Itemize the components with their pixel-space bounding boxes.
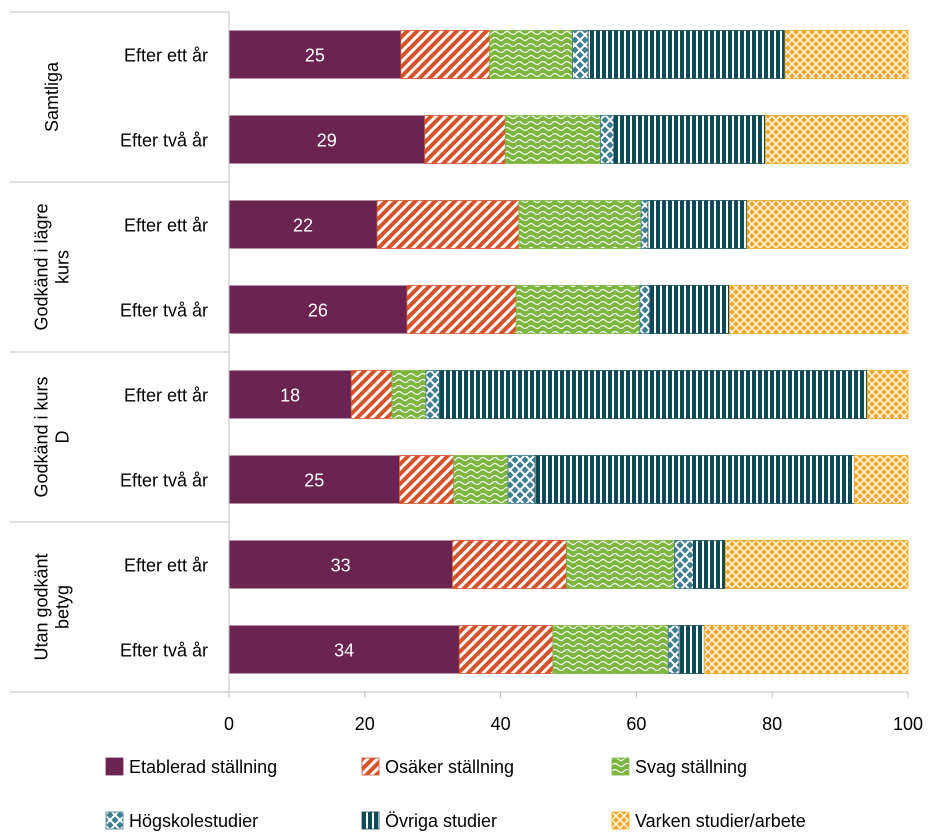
bar-segment	[765, 115, 908, 164]
bar-segment	[406, 285, 517, 334]
bar-segment	[391, 370, 426, 419]
x-tick-label: 20	[355, 714, 375, 734]
bar-segment	[424, 115, 506, 164]
bar-segment	[489, 30, 573, 79]
group-label: Godkänd i kursD	[32, 376, 73, 497]
bar-segment	[229, 370, 352, 419]
bar-segment-outline	[703, 625, 909, 674]
bar-segment	[439, 370, 868, 419]
bar-segment	[229, 30, 401, 79]
bar-segment	[679, 625, 705, 674]
row-label: Efter ett år	[124, 46, 208, 66]
data-label: 18	[280, 386, 300, 406]
bar-segment	[516, 285, 640, 334]
bar-segment	[229, 200, 378, 249]
legend: Etablerad ställning Osäker ställning Svag …	[105, 757, 806, 831]
data-label: 33	[331, 556, 351, 576]
bar-segment	[747, 200, 908, 249]
group-label: Utan godkäntbetyg	[32, 553, 73, 660]
bar-segment	[785, 30, 908, 79]
x-axis: 0 20 40 60 80 100	[224, 12, 923, 734]
bar-segment	[600, 115, 614, 164]
legend-swatch	[105, 757, 124, 776]
bar-segment-outline	[853, 455, 909, 504]
bar-segment	[704, 625, 908, 674]
bar-segment	[854, 455, 908, 504]
legend-label: Högskolestudier	[129, 811, 258, 831]
y-axis-labels: Efter ett år Efter två år Samtliga Efter et…	[10, 11, 229, 693]
row-label: Efter ett år	[124, 386, 208, 406]
bar-segment	[535, 455, 855, 504]
row-label: Efter två år	[120, 641, 208, 661]
x-tick-label: 100	[893, 714, 923, 734]
legend-swatch	[611, 757, 630, 776]
bar-segment	[453, 455, 509, 504]
bar-segment	[729, 285, 908, 334]
legend-label: Övriga studier	[385, 811, 497, 831]
bar-segment	[229, 285, 407, 334]
bar-segment	[229, 115, 425, 164]
data-label: 26	[308, 301, 328, 321]
bar-segment	[649, 285, 730, 334]
legend-swatch	[361, 811, 380, 830]
bar-segment	[639, 285, 650, 334]
bar-segment	[459, 625, 553, 674]
legend-swatch	[361, 757, 380, 776]
bar-segment	[229, 625, 460, 674]
bar-segment	[674, 540, 694, 589]
group-label: Godkänd i lägrekurs	[32, 203, 73, 330]
legend-label: Varken studier/arbete	[635, 811, 806, 831]
legend-label: Osäker ställning	[385, 757, 514, 777]
bar-segment	[400, 30, 490, 79]
legend-label: Svag ställning	[635, 757, 747, 777]
group-label: Samtliga	[42, 61, 62, 132]
bar-segment	[508, 455, 536, 504]
bar-segment	[229, 540, 453, 589]
bar-segment-outline	[746, 200, 909, 249]
bar-segment	[229, 455, 400, 504]
bar-segment-outline	[784, 30, 909, 79]
plot-area: 25 29 22 26 18 25 33 34	[229, 30, 909, 674]
x-tick-label: 0	[224, 714, 234, 734]
row-label: Efter ett år	[124, 216, 208, 236]
bar-segment	[647, 200, 748, 249]
bar-segment	[641, 200, 648, 249]
legend-swatch	[611, 811, 630, 830]
bar-segment-outline	[765, 115, 909, 164]
bar-segment	[572, 30, 589, 79]
row-label: Efter två år	[120, 131, 208, 151]
bar-segment	[725, 540, 908, 589]
bar-segment-outline	[866, 370, 909, 419]
bar-segment-outline	[724, 540, 909, 589]
x-tick-label: 60	[626, 714, 646, 734]
bar-segment	[613, 115, 766, 164]
bar-segment	[588, 30, 786, 79]
bar-segment	[867, 370, 908, 419]
bar-segment	[425, 370, 440, 419]
data-label: 25	[305, 46, 325, 66]
legend-label: Etablerad ställning	[129, 757, 277, 777]
x-tick-label: 40	[491, 714, 511, 734]
bar-segment	[399, 455, 454, 504]
legend-swatch	[105, 811, 124, 830]
row-label: Efter två år	[120, 471, 208, 491]
bar-segment	[351, 370, 392, 419]
bar-segment-outline	[729, 285, 909, 334]
data-label: 25	[304, 471, 324, 491]
bar-segment	[693, 540, 726, 589]
data-label: 34	[334, 641, 354, 661]
row-label: Efter ett år	[124, 556, 208, 576]
row-label: Efter två år	[120, 301, 208, 321]
bar-segment	[668, 625, 680, 674]
data-label: 29	[317, 131, 337, 151]
bar-segment	[566, 540, 675, 589]
x-tick-label: 80	[762, 714, 782, 734]
bar-segment	[552, 625, 669, 674]
bar-segment	[452, 540, 567, 589]
bar-segment	[505, 115, 601, 164]
data-label: 22	[293, 216, 313, 236]
bar-segment	[377, 200, 519, 249]
bar-segment	[518, 200, 642, 249]
